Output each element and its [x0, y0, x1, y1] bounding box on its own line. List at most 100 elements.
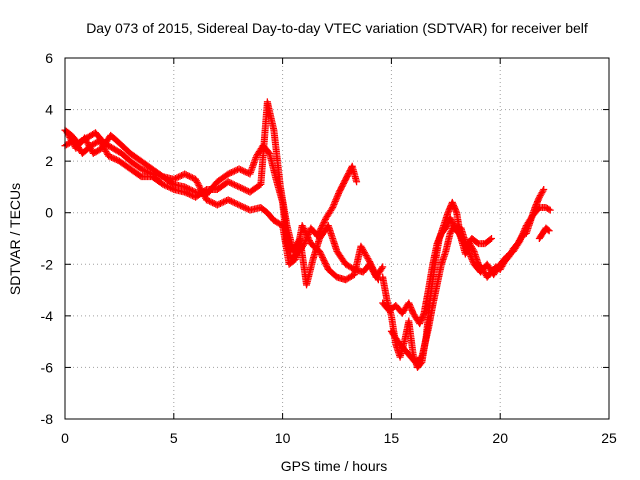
data-point-marker	[237, 184, 245, 192]
data-point-marker	[317, 250, 325, 258]
y-tick-label: 2	[45, 153, 53, 169]
data-point-marker	[237, 166, 245, 174]
data-point-marker	[188, 174, 196, 182]
data-point-marker	[368, 262, 376, 270]
tick-labels: 0 5 10 15 20 25 -8 -6 -4 -2 0 2 4 6	[41, 50, 617, 446]
data-point-marker	[300, 225, 308, 233]
data-point-marker	[303, 232, 311, 240]
data-point-marker	[170, 175, 178, 183]
data-point-marker	[302, 229, 310, 237]
data-point-marker	[366, 259, 374, 267]
data-point-marker	[467, 253, 475, 261]
y-tick-label: 6	[45, 50, 53, 66]
data-point-marker	[168, 185, 176, 193]
data-point-marker	[466, 249, 474, 257]
data-point-marker	[173, 174, 181, 182]
data-point-marker	[365, 256, 373, 264]
data-point-marker	[200, 191, 208, 199]
data-point-marker	[515, 239, 523, 247]
data-point-marker	[229, 168, 237, 176]
data-point-marker	[331, 199, 339, 207]
data-point-marker	[235, 201, 243, 209]
data-point-marker	[178, 172, 186, 180]
data-point-marker	[199, 189, 207, 197]
data-point-marker	[318, 253, 326, 261]
data-point-marker	[192, 177, 200, 185]
data-point-marker	[176, 172, 184, 180]
y-axis-title: SDTVAR / TECUs	[7, 183, 23, 295]
series-arc-g	[535, 224, 553, 242]
data-point-marker	[304, 234, 312, 242]
data-point-marker	[230, 167, 238, 175]
data-point-marker	[207, 198, 215, 206]
data-point-marker	[195, 182, 203, 190]
data-point-marker	[230, 199, 238, 207]
data-point-marker	[226, 179, 234, 187]
data-point-marker	[109, 154, 117, 162]
data-point-marker	[232, 166, 240, 174]
data-point-marker	[329, 202, 337, 210]
y-tick-label: 4	[45, 102, 53, 118]
data-point-marker	[229, 198, 237, 206]
data-point-marker	[221, 197, 229, 205]
data-point-marker	[210, 200, 218, 208]
data-point-marker	[229, 180, 237, 188]
data-point-marker	[204, 197, 212, 205]
x-tick-label: 20	[492, 430, 508, 446]
data-point-marker	[319, 255, 327, 263]
data-point-marker	[331, 197, 339, 205]
data-point-marker	[238, 202, 246, 210]
data-point-marker	[333, 194, 341, 202]
data-point-marker	[209, 199, 217, 207]
data-point-marker	[370, 267, 378, 275]
data-point-marker	[303, 231, 311, 239]
data-point-marker	[171, 174, 179, 182]
data-point-marker	[112, 156, 120, 164]
data-point-marker	[318, 252, 326, 260]
data-point-marker	[198, 188, 206, 196]
data-point-marker	[320, 218, 328, 226]
data-point-marker	[305, 235, 313, 243]
data-point-marker	[545, 205, 553, 213]
data-point-marker	[468, 256, 476, 264]
data-point-marker	[220, 198, 228, 206]
data-point-marker	[466, 251, 474, 259]
data-point-marker	[165, 183, 173, 191]
x-axis-title: GPS time / hours	[281, 458, 388, 474]
data-point-marker	[240, 185, 248, 193]
data-point-marker	[185, 172, 193, 180]
data-point-marker	[140, 166, 148, 174]
data-point-marker	[227, 169, 235, 177]
data-point-marker	[379, 263, 387, 271]
plot-frame	[64, 57, 610, 420]
data-point-marker	[224, 178, 232, 186]
data-point-marker	[487, 235, 495, 242]
data-point-marker	[320, 256, 328, 264]
series-arc-f	[387, 204, 554, 366]
x-tick-label: 5	[170, 430, 178, 446]
data-point-marker	[300, 226, 308, 234]
data-point-marker	[235, 183, 243, 191]
data-point-marker	[241, 204, 249, 212]
x-tick-label: 15	[384, 430, 400, 446]
data-point-marker	[194, 180, 202, 188]
data-point-marker	[298, 222, 306, 230]
data-point-marker	[160, 181, 168, 189]
data-point-marker	[230, 181, 238, 189]
data-point-marker	[216, 200, 224, 208]
data-point-marker	[330, 200, 338, 208]
data-point-marker	[215, 200, 223, 208]
data-point-marker	[181, 170, 189, 178]
data-point-marker	[187, 173, 195, 181]
data-point-marker	[321, 258, 329, 266]
data-markers	[61, 98, 554, 371]
data-point-marker	[516, 237, 524, 245]
y-tick-label: -4	[41, 308, 54, 324]
y-tick-label: -6	[41, 359, 54, 375]
data-point-marker	[181, 188, 189, 196]
data-point-marker	[329, 204, 337, 212]
data-point-marker	[192, 175, 200, 183]
data-point-marker	[240, 203, 248, 211]
data-point-marker	[516, 236, 524, 244]
